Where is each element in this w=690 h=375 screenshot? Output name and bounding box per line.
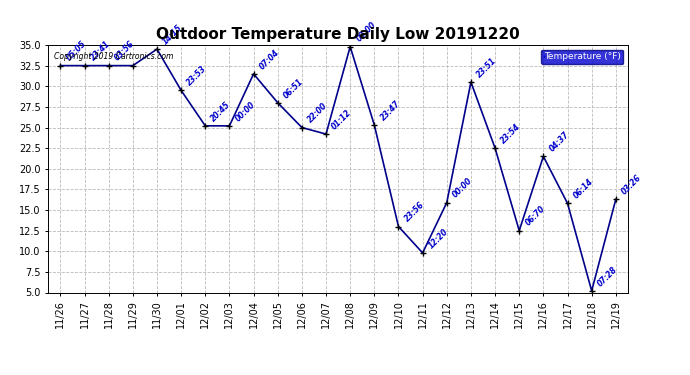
Text: 00:00: 00:00 bbox=[451, 177, 474, 200]
Text: 23:56: 23:56 bbox=[403, 200, 426, 224]
Text: 04:37: 04:37 bbox=[548, 130, 571, 154]
Text: 20:45: 20:45 bbox=[210, 100, 233, 123]
Text: 05:05: 05:05 bbox=[65, 39, 88, 63]
Text: 23:54: 23:54 bbox=[500, 122, 522, 146]
Text: 06:14: 06:14 bbox=[572, 177, 595, 201]
Text: 00:00: 00:00 bbox=[355, 21, 377, 44]
Text: 23:41: 23:41 bbox=[89, 39, 112, 63]
Text: 07:28: 07:28 bbox=[596, 265, 619, 288]
Text: 12:20: 12:20 bbox=[427, 227, 450, 250]
Text: 23:47: 23:47 bbox=[379, 99, 402, 122]
Text: 14:15: 14:15 bbox=[161, 23, 184, 46]
Text: 03:56: 03:56 bbox=[113, 39, 136, 63]
Text: 23:53: 23:53 bbox=[186, 64, 208, 88]
Text: 03:26: 03:26 bbox=[620, 173, 643, 196]
Text: 07:04: 07:04 bbox=[258, 48, 281, 71]
Text: 00:00: 00:00 bbox=[234, 100, 257, 123]
Text: 23:51: 23:51 bbox=[475, 56, 498, 80]
Legend: Temperature (°F): Temperature (°F) bbox=[541, 50, 623, 64]
Text: 06:51: 06:51 bbox=[282, 76, 305, 100]
Text: 06:70: 06:70 bbox=[524, 204, 546, 228]
Title: Outdoor Temperature Daily Low 20191220: Outdoor Temperature Daily Low 20191220 bbox=[156, 27, 520, 42]
Text: 22:00: 22:00 bbox=[306, 101, 329, 125]
Text: Copyright 2019 Cartronics.com: Copyright 2019 Cartronics.com bbox=[54, 53, 173, 62]
Text: 01:12: 01:12 bbox=[331, 108, 353, 131]
